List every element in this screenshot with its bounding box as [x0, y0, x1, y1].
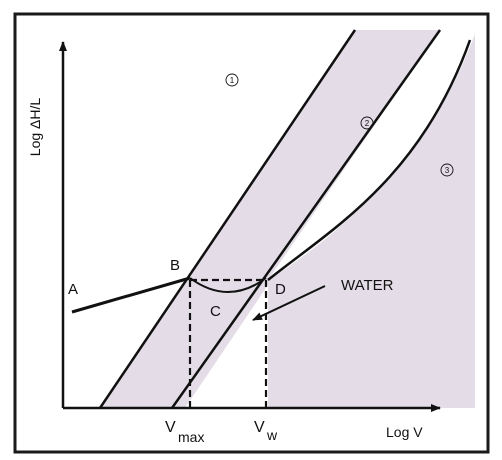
- tick-v-w: V w: [254, 419, 278, 443]
- tick-v-max: V max: [165, 419, 204, 445]
- point-d-label: D: [275, 281, 286, 298]
- tick-v-max-main: V: [165, 419, 176, 436]
- y-axis-label: Log ΔH/L: [27, 98, 43, 157]
- right-curve: [267, 39, 472, 281]
- region-3-marker: 3: [440, 163, 454, 177]
- shaded-band-region-1-2: [100, 30, 440, 408]
- region-2-marker: 2: [360, 116, 374, 130]
- point-b-label: B: [170, 257, 180, 274]
- region-1-marker: 1: [225, 73, 239, 87]
- water-line: [170, 29, 442, 409]
- point-a-label: A: [68, 281, 78, 298]
- white-gap-between-lines: [268, 30, 470, 280]
- tick-v-w-main: V: [254, 419, 265, 436]
- region-3-label: 3: [445, 166, 450, 175]
- region-2-label: 2: [365, 119, 370, 128]
- tick-v-w-sub: w: [266, 427, 278, 443]
- region-1-label: 1: [230, 76, 235, 85]
- shaded-region-3: [268, 34, 475, 408]
- point-c-label: C: [210, 303, 221, 320]
- water-label: WATER: [341, 277, 394, 294]
- left-boundary-line: [98, 29, 357, 409]
- water-arrow: [252, 285, 326, 321]
- x-axis-label: Log V: [386, 424, 423, 440]
- tick-v-max-sub: max: [178, 429, 204, 445]
- curve-b-d: [189, 277, 267, 293]
- line-a-b: [71, 276, 191, 314]
